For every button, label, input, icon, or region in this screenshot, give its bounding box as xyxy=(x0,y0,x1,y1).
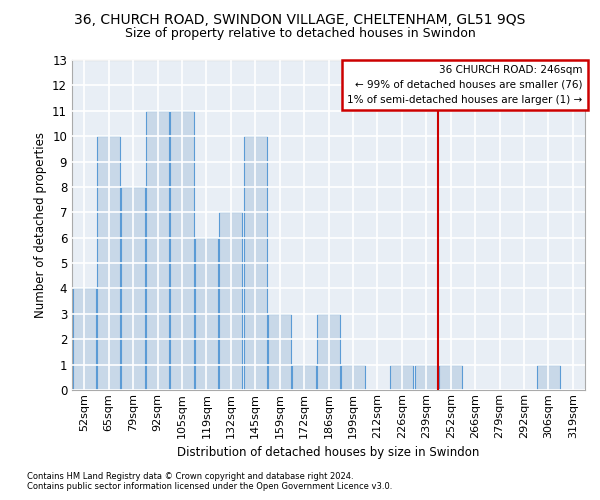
X-axis label: Distribution of detached houses by size in Swindon: Distribution of detached houses by size … xyxy=(178,446,479,459)
Bar xyxy=(121,187,145,390)
Bar xyxy=(146,111,169,390)
Bar xyxy=(292,364,316,390)
Bar xyxy=(170,111,194,390)
Bar xyxy=(537,364,560,390)
Text: 36 CHURCH ROAD: 246sqm
← 99% of detached houses are smaller (76)
1% of semi-deta: 36 CHURCH ROAD: 246sqm ← 99% of detached… xyxy=(347,65,583,104)
Bar xyxy=(244,136,267,390)
Bar xyxy=(268,314,291,390)
Text: Contains HM Land Registry data © Crown copyright and database right 2024.: Contains HM Land Registry data © Crown c… xyxy=(27,472,353,481)
Bar xyxy=(415,364,438,390)
Text: Contains public sector information licensed under the Open Government Licence v3: Contains public sector information licen… xyxy=(27,482,392,491)
Bar xyxy=(219,212,242,390)
Bar xyxy=(317,314,340,390)
Bar xyxy=(390,364,413,390)
Text: 36, CHURCH ROAD, SWINDON VILLAGE, CHELTENHAM, GL51 9QS: 36, CHURCH ROAD, SWINDON VILLAGE, CHELTE… xyxy=(74,12,526,26)
Bar xyxy=(195,238,218,390)
Text: Size of property relative to detached houses in Swindon: Size of property relative to detached ho… xyxy=(125,28,475,40)
Y-axis label: Number of detached properties: Number of detached properties xyxy=(34,132,47,318)
Bar xyxy=(439,364,462,390)
Bar xyxy=(73,288,96,390)
Bar xyxy=(341,364,365,390)
Bar xyxy=(97,136,120,390)
